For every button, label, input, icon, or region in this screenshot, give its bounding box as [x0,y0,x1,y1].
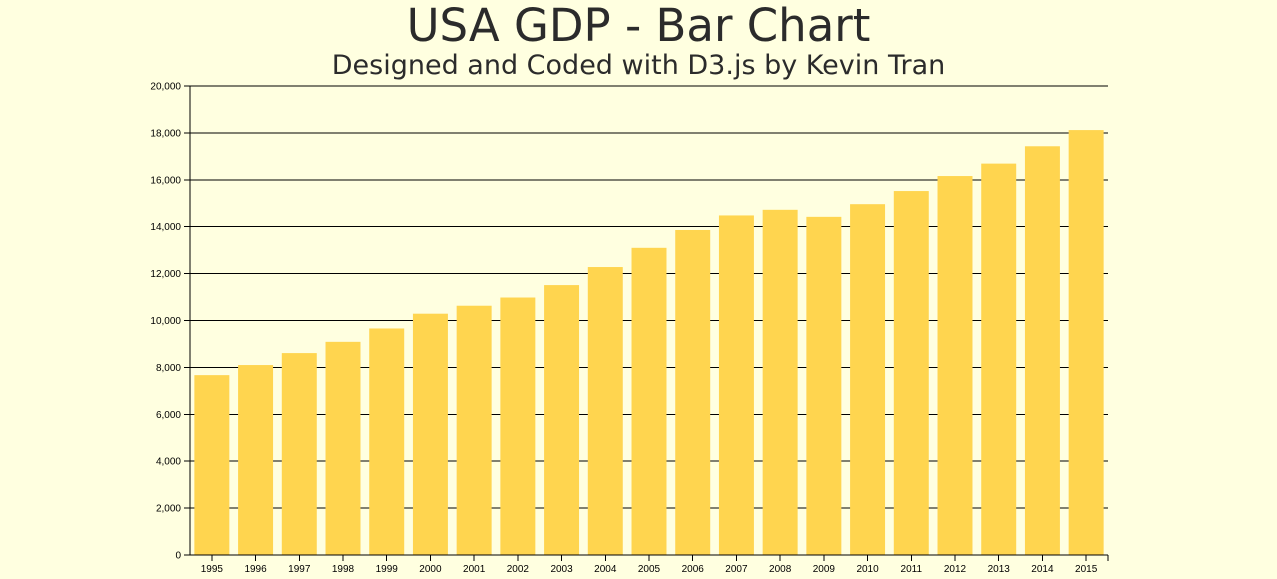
bar-2015 [1068,130,1104,555]
x-tick-label: 2002 [507,564,530,575]
bar-2011 [893,191,929,555]
bar-2005 [631,247,667,555]
bar-2004 [587,267,623,555]
bar-2000 [412,313,448,555]
x-tick-label: 2001 [463,564,486,575]
y-tick-label: 0 [175,551,181,562]
bar-2014 [1024,146,1060,556]
y-tick-label: 20,000 [150,82,181,93]
bar-1995 [194,375,230,555]
x-tick-label: 1996 [244,564,267,575]
bar-1999 [369,328,405,555]
y-axis: 0 2,000 4,000 6,000 8,000 10,000 12,000 14,000 1… [150,82,191,562]
bar-2008 [762,209,798,556]
bar-2001 [456,305,492,555]
x-tick-label: 2000 [419,564,442,575]
page-subtitle: Designed and Coded with D3.js by Kevin T… [331,50,946,81]
bar-2009 [806,216,842,555]
bar-2012 [937,176,973,555]
bar-1998 [325,341,361,555]
x-tick-label: 1997 [288,564,311,575]
bars [194,130,1104,556]
bar-1996 [238,365,274,555]
x-tick-label: 1995 [201,564,224,575]
bar-2013 [981,163,1017,555]
y-tick-label: 6,000 [156,410,181,421]
x-tick-label: 1999 [376,564,399,575]
x-tick-label: 2008 [769,564,792,575]
y-tick-label: 14,000 [150,222,181,233]
y-tick-label: 18,000 [150,128,181,139]
x-tick-label: 2005 [638,564,661,575]
x-tick-label: 2012 [944,564,967,575]
y-tick-label: 8,000 [156,363,181,374]
bar-2002 [500,297,536,555]
x-tick-label: 2006 [682,564,705,575]
y-tick-label: 10,000 [150,316,181,327]
x-tick-label: 2003 [550,564,573,575]
y-tick-label: 12,000 [150,269,181,280]
x-tick-label: 1998 [332,564,355,575]
bar-2003 [544,285,580,555]
x-tick-label: 2015 [1075,564,1098,575]
x-tick-label: 2013 [988,564,1011,575]
y-tick-label: 4,000 [156,457,181,468]
bar-1997 [281,353,317,555]
bar-2006 [675,229,711,555]
y-tick-label: 16,000 [150,175,181,186]
page-title: USA GDP - Bar Chart [406,0,871,52]
x-axis: 1995 1996 1997 1998 1999 2000 2001 2002 2003 2004… [190,554,1109,575]
x-tick-label: 2011 [901,564,923,575]
x-tick-label: 2010 [856,564,879,575]
x-tick-label: 2009 [813,564,836,575]
bar-2007 [718,215,754,555]
y-tick-label: 2,000 [156,504,181,515]
bar-2010 [850,204,886,556]
x-tick-label: 2007 [725,564,748,575]
x-tick-label: 2004 [594,564,617,575]
x-tick-label: 2014 [1031,564,1054,575]
